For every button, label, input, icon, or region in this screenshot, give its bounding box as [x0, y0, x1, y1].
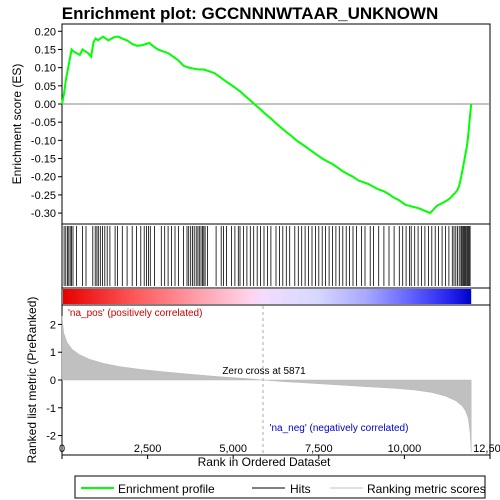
x-tick-label: 7,500: [305, 443, 333, 455]
ranking-metric-area: [61, 316, 472, 453]
zero-cross-label: Zero cross at 5871: [222, 366, 306, 377]
metric-y-tick-label: -1: [46, 403, 56, 415]
legend-hits-label: Hits: [290, 482, 311, 496]
es-y-tick-label: 0.20: [35, 26, 56, 38]
es-y-tick-label: 0.00: [35, 99, 56, 111]
legend-metric-label: Ranking metric scores: [367, 482, 486, 496]
x-tick-label: 5,000: [219, 443, 247, 455]
x-tick-label: 2,500: [134, 443, 162, 455]
metric-y-ticks: 2 1 0 -1 -2: [46, 319, 62, 443]
pos-label: 'na_pos' (positively correlated): [68, 308, 202, 319]
x-tick-label: 10,000: [388, 443, 422, 455]
es-y-tick-label: 0.10: [35, 63, 56, 75]
metric-y-tick-label: 0: [50, 375, 56, 387]
legend-enrichment-label: Enrichment profile: [118, 482, 215, 496]
hits-panel: [61, 223, 491, 289]
es-panel: 0.20 0.15 0.10 0.05 0.00 -0.05 -0.10 -0.15 -0.20…: [10, 23, 491, 225]
es-y-tick-label: -0.30: [31, 208, 56, 220]
metric-y-tick-label: -2: [46, 431, 56, 443]
x-axis-label: Rank in Ordered Dataset: [198, 455, 331, 469]
es-y-axis-label: Enrichment score (ES): [10, 64, 24, 185]
es-y-ticks: 0.20 0.15 0.10 0.05 0.00 -0.05 -0.10 -0.15 -0.20…: [31, 26, 62, 220]
x-tick-label: 12,500: [473, 443, 500, 455]
es-y-tick-label: -0.20: [31, 172, 56, 184]
es-y-tick-label: -0.25: [31, 190, 56, 202]
es-y-tick-label: -0.05: [31, 117, 56, 129]
es-y-tick-label: -0.10: [31, 135, 56, 147]
metric-y-tick-label: 2: [50, 319, 56, 331]
enrichment-profile-line: [61, 35, 473, 215]
metric-y-tick-label: 1: [50, 347, 56, 359]
metric-panel: 2 1 0 -1 -2 'na_pos' (positively correlated)…: [25, 297, 491, 464]
hit-lines: [63, 226, 471, 286]
metric-y-axis-label: Ranked list metric (PreRanked): [25, 297, 39, 464]
legend: Enrichment profile Hits Ranking metric s…: [74, 475, 486, 499]
neg-label: 'na_neg' (negatively correlated): [270, 423, 409, 434]
legend-frame: [74, 475, 486, 499]
chart-title: Enrichment plot: GCCNNNWTAAR_UNKNOWN: [62, 4, 439, 23]
rank-color-gradient: [63, 289, 472, 304]
x-axis-ticks: 0 2,500 5,000 7,500 10,000 12,500: [59, 443, 500, 459]
es-y-tick-label: -0.15: [31, 154, 56, 166]
x-tick-label: 0: [59, 443, 65, 455]
es-y-tick-label: 0.05: [35, 81, 56, 93]
es-y-tick-label: 0.15: [35, 44, 56, 56]
